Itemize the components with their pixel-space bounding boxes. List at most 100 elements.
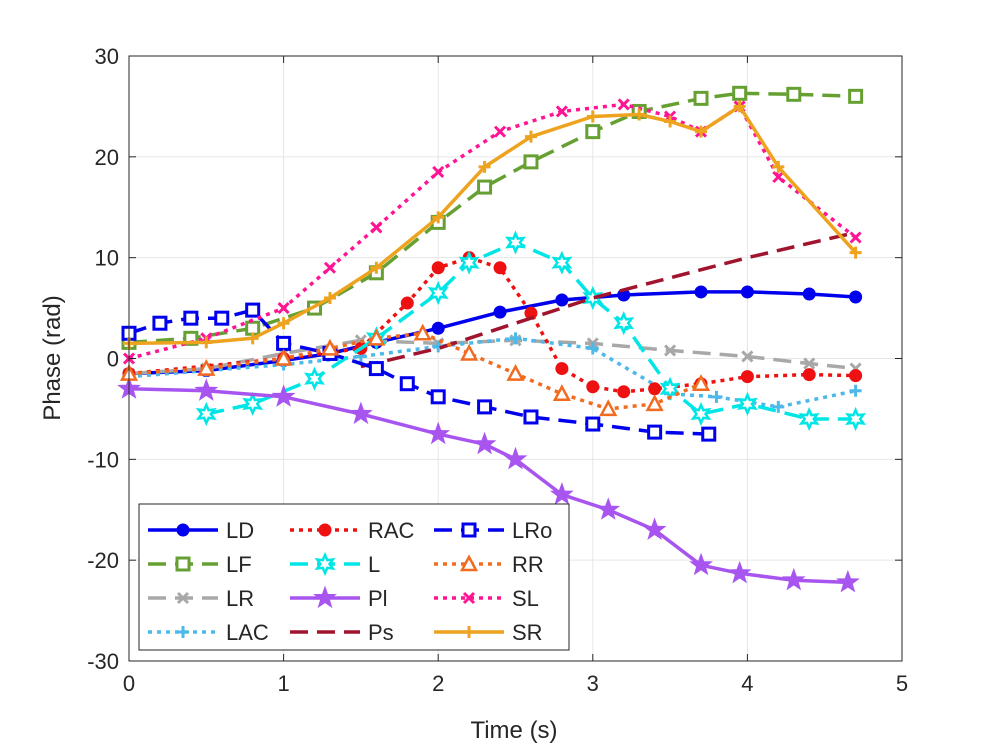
data-point xyxy=(664,344,677,357)
x-tick-label: 5 xyxy=(896,671,908,696)
data-point xyxy=(586,110,599,123)
data-point xyxy=(802,368,816,382)
data-point xyxy=(523,154,539,170)
data-point xyxy=(849,246,862,259)
legend-marker xyxy=(176,523,190,537)
data-point xyxy=(848,88,864,104)
legend-label: SL xyxy=(512,586,539,611)
data-point xyxy=(523,409,539,425)
data-point xyxy=(214,310,230,326)
legend-marker xyxy=(176,591,190,605)
legend-label: Ps xyxy=(368,620,394,645)
legend-entry-lr: LR xyxy=(148,586,254,611)
data-point xyxy=(772,160,785,173)
data-point xyxy=(197,358,216,376)
data-point xyxy=(242,391,264,416)
series-line-rr xyxy=(128,331,702,411)
data-point xyxy=(781,567,806,591)
data-point xyxy=(245,302,261,318)
series-l xyxy=(195,230,867,432)
data-point xyxy=(399,376,415,392)
axes: 0 1 2 3 4 5 -30 -20 -10 0 10 20 30 xyxy=(87,44,908,696)
data-point xyxy=(845,406,867,432)
data-point xyxy=(736,391,758,416)
y-tick-label: -10 xyxy=(87,447,119,472)
data-point xyxy=(271,384,296,407)
legend-marker xyxy=(462,591,476,605)
data-point xyxy=(413,323,432,341)
data-point xyxy=(849,231,862,244)
data-point xyxy=(585,124,601,140)
series-line-lf xyxy=(128,91,856,345)
data-point xyxy=(505,230,526,255)
data-point xyxy=(458,250,480,275)
data-point xyxy=(786,86,802,102)
data-point xyxy=(849,290,863,304)
data-point xyxy=(633,108,646,121)
data-point xyxy=(477,399,493,415)
data-point xyxy=(733,100,746,113)
y-tick-label: -20 xyxy=(87,548,119,573)
legend: LD LF LR LAC RAC L Pl Ps LRo RR SL SR xyxy=(138,503,570,651)
data-point xyxy=(802,287,816,301)
data-point xyxy=(647,424,663,440)
data-point xyxy=(690,401,712,427)
plot-frame xyxy=(128,55,903,662)
data-point xyxy=(645,394,664,412)
data-point xyxy=(664,115,677,128)
series-line-sl xyxy=(128,102,857,361)
data-point xyxy=(277,317,290,330)
data-point xyxy=(370,261,383,274)
data-point xyxy=(506,363,525,381)
data-point xyxy=(740,285,754,299)
legend-label: LR xyxy=(226,586,254,611)
x-tick-label: 3 xyxy=(587,671,599,696)
data-point xyxy=(599,399,618,417)
legend-marker xyxy=(463,626,475,638)
data-point xyxy=(320,338,340,356)
data-point xyxy=(555,293,569,307)
series-line-sr xyxy=(128,104,857,346)
legend-entry-ps: Ps xyxy=(290,620,394,645)
x-tick-label: 0 xyxy=(123,671,135,696)
legend-entry-l: L xyxy=(290,551,380,577)
data-point xyxy=(493,125,507,138)
legend-marker xyxy=(313,585,337,609)
data-point xyxy=(195,401,217,427)
legend-entry-ld: LD xyxy=(148,518,254,543)
data-point xyxy=(368,361,384,377)
series-line-lro xyxy=(128,308,709,436)
data-point xyxy=(798,406,820,432)
data-point xyxy=(432,165,445,179)
legend-marker xyxy=(461,522,477,538)
data-point xyxy=(803,357,816,370)
data-point xyxy=(555,105,568,118)
legend-label: LF xyxy=(226,552,252,577)
data-point xyxy=(549,482,574,505)
legend-marker xyxy=(459,554,479,572)
data-point xyxy=(493,305,507,319)
data-point xyxy=(701,426,717,442)
data-point xyxy=(246,332,259,345)
data-point xyxy=(200,336,213,349)
legend-entry-lf: LF xyxy=(148,552,252,577)
x-axis-label: Time (s) xyxy=(470,717,557,744)
data-point xyxy=(551,250,573,275)
series-line-rac xyxy=(128,255,856,394)
data-point xyxy=(586,380,600,394)
y-tick-label: 10 xyxy=(95,246,119,271)
data-point xyxy=(431,261,445,275)
data-point xyxy=(323,261,337,274)
data-point xyxy=(689,552,713,576)
data-point xyxy=(617,385,631,399)
legend-marker xyxy=(314,551,336,577)
data-point xyxy=(472,431,497,455)
data-point xyxy=(503,446,528,470)
data-point xyxy=(276,335,292,351)
data-point xyxy=(732,85,748,101)
data-point xyxy=(427,280,449,306)
data-point xyxy=(509,332,522,345)
data-point xyxy=(772,170,785,184)
data-point xyxy=(617,98,630,111)
